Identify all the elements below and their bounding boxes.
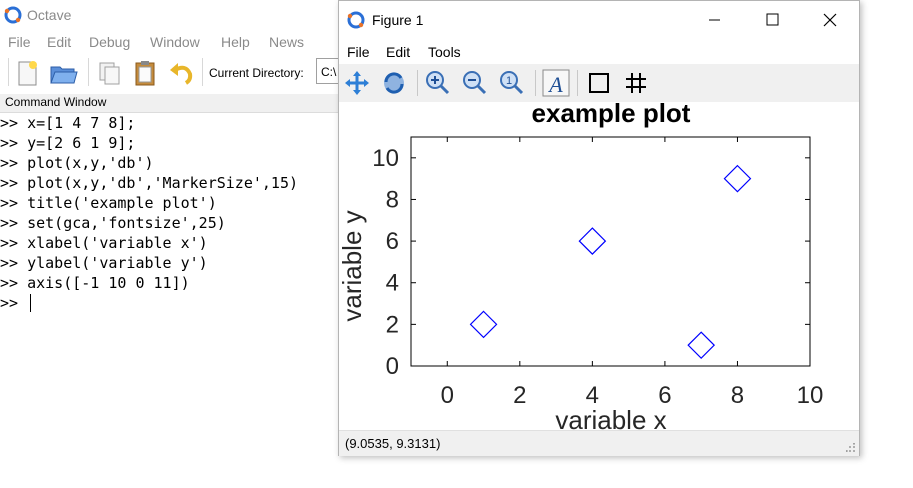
menu-window[interactable]: Window [150,34,200,50]
data-point-diamond [723,164,752,193]
rotate-icon[interactable] [379,68,409,98]
plot-canvas[interactable]: example plot 0 2 4 6 8 10 0 2 4 6 8 10 variable x … [337,98,859,435]
figure-title-bar[interactable]: Figure 1 [339,1,859,39]
open-folder-icon[interactable] [48,58,78,88]
command-prompt[interactable]: >> [0,294,19,312]
copy-icon[interactable] [94,58,124,88]
y-axis: 0 2 4 6 8 10 [372,145,810,380]
octave-logo-icon [347,11,365,29]
x-tick-label: 10 [797,382,824,409]
octave-menubar: File Edit Debug Window Help News [0,32,340,52]
zoom-in-icon[interactable] [422,68,452,98]
menu-file[interactable]: File [8,34,31,50]
figure-menubar: File Edit Tools [339,41,859,63]
zoom-out-icon[interactable] [459,68,489,98]
x-axis-label: variable x [555,405,666,430]
y-tick-label: 2 [386,311,399,338]
y-axis-label: variable y [339,210,367,321]
minimize-icon[interactable] [699,9,729,31]
data-point-diamond [687,331,716,360]
command-line: >> plot(x,y,'db','MarkerSize',15) [0,174,299,192]
command-line: >> set(gca,'fontsize',25) [0,214,226,232]
data-series [469,164,752,360]
chart-title: example plot [532,102,691,128]
toggle-grid-icon[interactable] [621,68,651,98]
command-line: >> x=[1 4 7 8]; [0,114,136,132]
current-directory-label: Current Directory: [209,66,304,80]
figure-window: Figure 1 File Edit Tools [337,0,860,456]
menu-help[interactable]: Help [221,34,250,50]
figure-status-bar: (9.0535, 9.3131) [339,430,859,456]
new-file-icon[interactable] [12,58,42,88]
data-point-diamond [469,310,498,339]
y-tick-label: 4 [386,270,399,297]
resize-grip-icon[interactable] [846,443,856,453]
zoom-reset-icon[interactable]: 1 [496,68,526,98]
command-line: >> title('example plot') [0,194,217,212]
cursor-coordinates: (9.0535, 9.3131) [345,436,441,451]
toggle-axes-box-icon[interactable] [584,68,614,98]
undo-icon[interactable] [166,58,196,88]
svg-text:A: A [547,72,563,97]
command-window-header: Command Window [0,94,340,113]
menu-edit[interactable]: Edit [47,34,72,50]
octave-toolbar: Current Directory: C:\ [0,54,346,92]
paste-icon[interactable] [130,58,160,88]
y-tick-label: 10 [372,145,399,172]
x-tick-label: 0 [441,382,454,409]
y-tick-label: 0 [386,353,399,380]
insert-text-icon[interactable]: A [541,68,571,98]
y-tick-label: 6 [386,228,399,255]
figure-menu-tools[interactable]: Tools [428,44,461,60]
figure-menu-edit[interactable]: Edit [386,44,411,60]
octave-window-title: Octave [27,7,72,23]
figure-toolbar: 1 A [339,64,859,102]
pan-icon[interactable] [342,68,372,98]
x-tick-label: 8 [731,382,744,409]
text-cursor [30,294,31,312]
x-tick-label: 4 [586,382,599,409]
close-icon[interactable] [815,9,845,31]
command-window-label: Command Window [5,95,107,109]
octave-logo-icon [4,6,22,24]
x-tick-label: 2 [513,382,526,409]
data-point-diamond [578,227,607,255]
svg-text:1: 1 [506,75,512,87]
maximize-icon[interactable] [757,9,787,31]
figure-window-title: Figure 1 [372,12,424,28]
x-axis: 0 2 4 6 8 10 [441,137,824,409]
y-tick-label: 8 [386,186,399,213]
figure-menu-file[interactable]: File [347,44,370,60]
command-line: >> plot(x,y,'db') [0,154,154,172]
command-line: >> xlabel('variable x') [0,234,208,252]
command-line: >> ylabel('variable y') [0,254,208,272]
command-line: >> y=[2 6 1 9]; [0,134,136,152]
menu-debug[interactable]: Debug [89,34,131,50]
menu-news[interactable]: News [269,34,305,50]
x-tick-label: 6 [658,382,671,409]
axes-box [410,136,811,367]
command-window[interactable]: >> x=[1 4 7 8]; >> y=[2 6 1 9]; >> plot(… [0,113,340,488]
command-line: >> axis([-1 10 0 11]) [0,274,190,292]
